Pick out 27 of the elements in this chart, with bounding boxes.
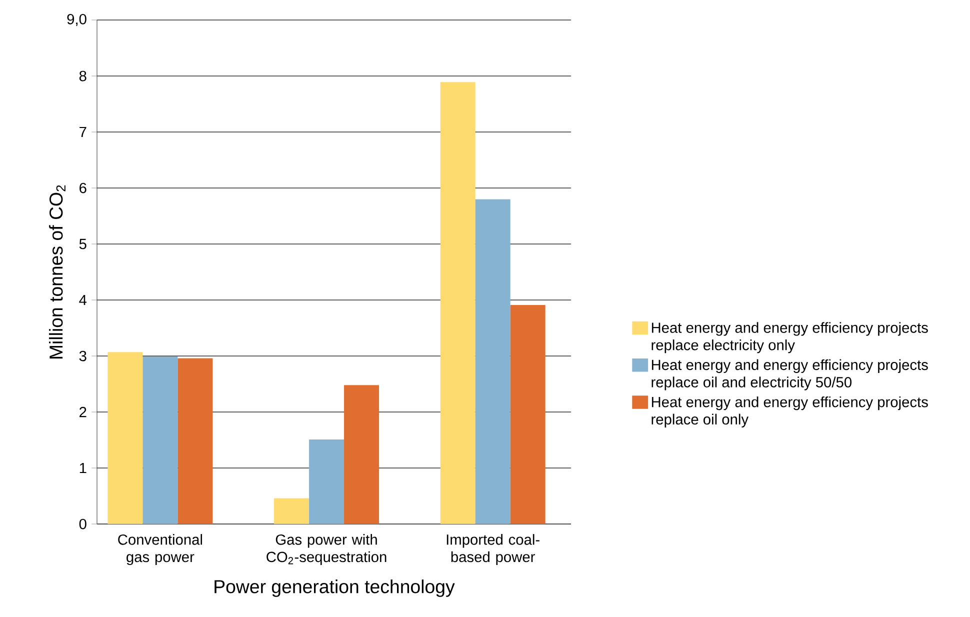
x-axis-title: Power generation technology: [214, 580, 455, 597]
bar: [344, 385, 380, 524]
y-axis-title: Million tonnes of CO$_{2}$: [49, 185, 66, 358]
y-tick-label: 0: [79, 518, 86, 530]
legend-label: Heat energy and energy efficiency projects replace oil only: [652, 396, 928, 428]
y-tick-label: 4: [79, 294, 87, 306]
y-tick-label: 8: [79, 70, 86, 82]
bar: [108, 352, 143, 524]
y-tick-label: 9,0: [67, 14, 86, 26]
y-tick-label: 7: [80, 126, 86, 138]
legend-label: Heat energy and energy efficiency projects replace electricity only: [652, 322, 928, 354]
bar: [440, 82, 476, 524]
bar: [142, 356, 178, 524]
x-tick-label: Imported coal-based power: [446, 534, 540, 566]
bar: [274, 498, 310, 524]
y-tick-label: 3: [79, 350, 86, 362]
bar: [178, 358, 213, 524]
y-tick-label: 6: [80, 182, 86, 194]
x-tick-label: Gas power with CO$_{2}$-sequestration: [266, 534, 386, 566]
bar: [510, 305, 546, 524]
bar: [475, 199, 510, 524]
y-tick-label: 2: [80, 406, 86, 418]
legend-label: Heat energy and energy efficiency projects replace oil and electricity 50/50: [652, 359, 928, 390]
bar: [309, 439, 344, 524]
y-tick-label: 1: [80, 462, 86, 474]
y-tick-label: 5: [79, 238, 86, 250]
x-tick-label: Conventional gas power: [118, 534, 202, 566]
